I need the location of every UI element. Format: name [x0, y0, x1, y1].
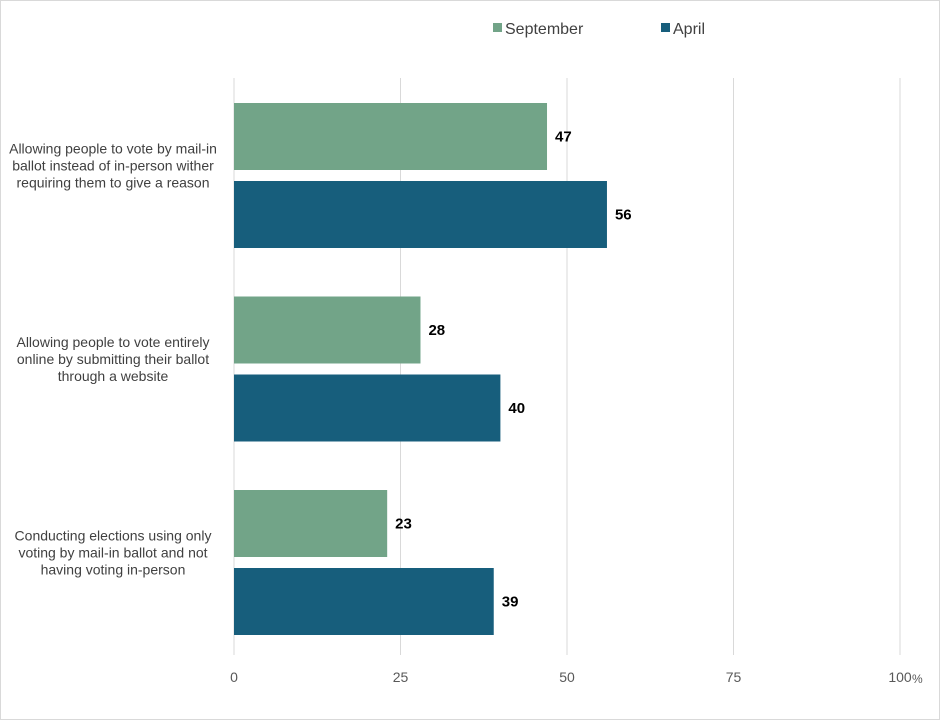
category-label-line: requiring them to give a reason — [17, 175, 210, 191]
bar-september-2 — [234, 296, 421, 364]
x-tick-label-75: 75 — [726, 669, 742, 685]
category-labels: Allowing people to vote by mail-in ballot… — [9, 141, 217, 578]
legend[interactable]: September April — [493, 21, 705, 38]
x-tick-label-0: 0 — [230, 669, 238, 685]
bar-april-1 — [234, 181, 607, 248]
legend-label-april[interactable]: April — [673, 21, 705, 38]
category-label-line: Allowing people to vote entirely — [16, 334, 209, 350]
data-label-september-3: 23 — [395, 516, 412, 533]
data-labels: 47 56 28 40 23 39 — [395, 129, 631, 611]
bars — [234, 103, 607, 635]
data-label-april-3: 39 — [502, 594, 519, 611]
category-label-line: voting by mail-in ballot and not — [18, 545, 207, 561]
x-tick-label-25: 25 — [393, 669, 409, 685]
category-label-line: Allowing people to vote by mail-in — [9, 141, 217, 157]
bar-april-2 — [234, 374, 501, 442]
x-tick-label-100: 100 — [888, 669, 912, 685]
data-label-september-2: 28 — [428, 322, 445, 339]
bar-september-1 — [234, 103, 548, 170]
category-label-line: Conducting elections using only — [15, 528, 212, 544]
bar-september-3 — [234, 490, 388, 557]
data-label-april-2: 40 — [508, 400, 525, 417]
legend-label-september[interactable]: September — [505, 21, 584, 38]
legend-swatch-april[interactable] — [661, 23, 670, 32]
category-label-line: online by submitting their ballot — [17, 351, 209, 367]
data-label-april-1: 56 — [615, 207, 632, 224]
category-label-line: ballot instead of in-person wither — [12, 158, 214, 174]
data-label-september-1: 47 — [555, 129, 572, 146]
category-label-1: Allowing people to vote by mail-in ballot… — [9, 141, 217, 191]
x-unit-label: % — [912, 672, 923, 686]
legend-swatch-september[interactable] — [493, 23, 502, 32]
bar-april-3 — [234, 568, 494, 635]
category-label-3: Conducting elections using only voting by… — [15, 528, 212, 578]
x-axis: 0 25 50 75 100% — [230, 669, 923, 686]
gridlines — [233, 78, 901, 655]
x-tick-label-50: 50 — [559, 669, 575, 685]
category-label-line: having voting in-person — [41, 562, 186, 578]
category-label-2: Allowing people to vote entirely online b… — [16, 334, 209, 384]
category-label-line: through a website — [58, 368, 169, 384]
